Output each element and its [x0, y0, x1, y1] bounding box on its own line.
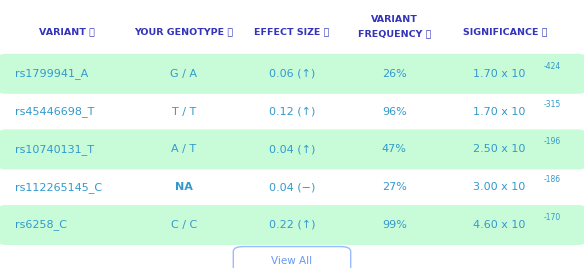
Text: 2.50 x 10: 2.50 x 10 — [473, 144, 526, 154]
Text: NA: NA — [175, 182, 193, 192]
Text: 0.06 (↑): 0.06 (↑) — [269, 69, 315, 79]
Text: VARIANT ⓘ: VARIANT ⓘ — [39, 27, 95, 36]
Text: 1.70 x 10: 1.70 x 10 — [473, 107, 526, 117]
Text: 26%: 26% — [382, 69, 406, 79]
Text: FREQUENCY ⓘ: FREQUENCY ⓘ — [357, 30, 431, 39]
Text: -170: -170 — [543, 213, 561, 222]
Text: G / A: G / A — [171, 69, 197, 79]
Text: T / T: T / T — [172, 107, 196, 117]
FancyBboxPatch shape — [0, 205, 584, 245]
FancyBboxPatch shape — [0, 129, 584, 169]
Text: 47%: 47% — [382, 144, 406, 154]
Text: -424: -424 — [543, 62, 561, 71]
Text: C / C: C / C — [171, 220, 197, 230]
Text: rs1799941_A: rs1799941_A — [15, 68, 88, 79]
Text: SIGNIFICANCE ⓘ: SIGNIFICANCE ⓘ — [463, 27, 547, 36]
FancyBboxPatch shape — [0, 54, 584, 94]
Text: -186: -186 — [544, 175, 561, 184]
Text: -196: -196 — [543, 137, 561, 146]
Text: 99%: 99% — [382, 220, 406, 230]
Text: A / T: A / T — [171, 144, 197, 154]
Text: 0.22 (↑): 0.22 (↑) — [269, 220, 315, 230]
Text: 0.04 (−): 0.04 (−) — [269, 182, 315, 192]
Text: 4.60 x 10: 4.60 x 10 — [473, 220, 526, 230]
Text: rs6258_C: rs6258_C — [15, 219, 67, 230]
Text: -315: -315 — [543, 100, 561, 109]
Text: EFFECT SIZE ⓘ: EFFECT SIZE ⓘ — [254, 27, 330, 36]
Text: View All: View All — [272, 256, 312, 266]
Text: 27%: 27% — [382, 182, 406, 192]
Text: 0.04 (↑): 0.04 (↑) — [269, 144, 315, 154]
Text: VARIANT: VARIANT — [371, 15, 418, 24]
Text: rs45446698_T: rs45446698_T — [15, 106, 94, 117]
Text: 3.00 x 10: 3.00 x 10 — [473, 182, 526, 192]
Text: 0.12 (↑): 0.12 (↑) — [269, 107, 315, 117]
Text: rs112265145_C: rs112265145_C — [15, 182, 102, 193]
Text: YOUR GENOTYPE ⓘ: YOUR GENOTYPE ⓘ — [134, 27, 234, 36]
Text: 1.70 x 10: 1.70 x 10 — [473, 69, 526, 79]
Text: 96%: 96% — [382, 107, 406, 117]
Text: rs10740131_T: rs10740131_T — [15, 144, 93, 155]
FancyBboxPatch shape — [233, 247, 350, 268]
